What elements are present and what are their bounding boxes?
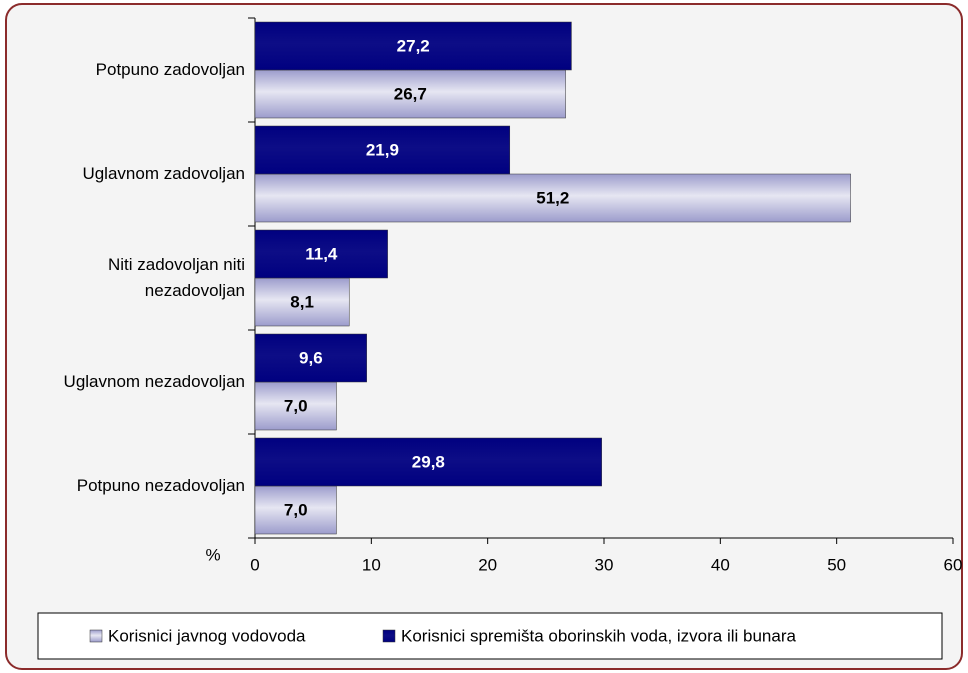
bar bbox=[254, 21, 572, 71]
x-tick-label: 40 bbox=[711, 555, 730, 574]
value-label: 21,9 bbox=[366, 140, 399, 159]
x-tick-label: 30 bbox=[595, 555, 614, 574]
bar bbox=[254, 69, 566, 119]
value-label: 27,2 bbox=[397, 36, 430, 55]
category-label: Potpuno zadovoljan bbox=[95, 60, 245, 79]
legend-swatch bbox=[89, 629, 103, 643]
value-label: 26,7 bbox=[394, 84, 427, 103]
x-tick-label: 0 bbox=[250, 555, 259, 574]
bar bbox=[254, 173, 851, 223]
x-tick-label: 50 bbox=[827, 555, 846, 574]
value-label: 51,2 bbox=[536, 188, 569, 207]
x-tick-label: 60 bbox=[944, 555, 963, 574]
x-tick-label: 20 bbox=[478, 555, 497, 574]
value-label: 29,8 bbox=[412, 452, 445, 471]
category-label: Potpuno nezadovoljan bbox=[76, 476, 245, 495]
value-label: 7,0 bbox=[284, 500, 308, 519]
value-label: 9,6 bbox=[299, 348, 323, 367]
x-axis-label: % bbox=[205, 545, 220, 564]
x-tick-label: 10 bbox=[362, 555, 381, 574]
value-label: 11,4 bbox=[305, 244, 338, 263]
legend-box bbox=[37, 612, 943, 660]
legend-label: Korisnici spremišta oborinskih voda, izv… bbox=[401, 626, 796, 645]
bar bbox=[254, 485, 337, 535]
bar bbox=[254, 125, 511, 175]
bar bbox=[254, 381, 337, 431]
legend-label: Korisnici javnog vodovoda bbox=[108, 626, 306, 645]
value-label: 8,1 bbox=[290, 292, 314, 311]
bar bbox=[254, 333, 367, 383]
bar bbox=[254, 229, 388, 279]
value-label: 7,0 bbox=[284, 396, 308, 415]
legend-swatch bbox=[382, 629, 396, 643]
bar bbox=[254, 437, 602, 487]
category-label: Niti zadovoljan niti nezadovoljan bbox=[107, 255, 245, 300]
category-label: Uglavnom zadovoljan bbox=[82, 164, 245, 183]
category-label: Uglavnom nezadovoljan bbox=[63, 372, 245, 391]
